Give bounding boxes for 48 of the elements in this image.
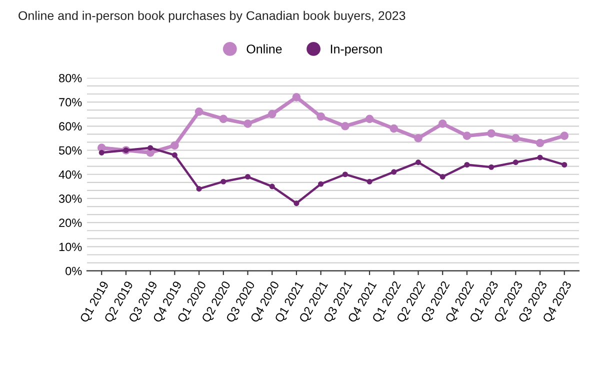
point bbox=[148, 145, 154, 151]
point bbox=[294, 200, 300, 206]
point bbox=[219, 114, 228, 124]
point bbox=[244, 120, 252, 128]
point bbox=[318, 181, 324, 187]
point bbox=[562, 162, 568, 168]
y-tick-label: 60% bbox=[59, 122, 82, 131]
y-tick-label: 70% bbox=[59, 98, 82, 106]
y-tick-label: 80% bbox=[59, 74, 82, 82]
point bbox=[196, 186, 202, 192]
point bbox=[269, 184, 275, 190]
point bbox=[172, 152, 178, 158]
point bbox=[488, 164, 494, 170]
point bbox=[366, 178, 372, 184]
point bbox=[536, 138, 544, 148]
point bbox=[170, 141, 179, 150]
legend-label: Online bbox=[246, 44, 282, 54]
chart-title: Online and in-person book purchases by Canadian book buyers, 2023 bbox=[18, 10, 406, 23]
point bbox=[560, 132, 569, 140]
legend-label: In-person bbox=[330, 44, 382, 56]
point bbox=[464, 162, 470, 168]
point bbox=[414, 134, 422, 142]
point bbox=[487, 129, 496, 138]
point bbox=[244, 174, 251, 180]
point bbox=[438, 120, 447, 128]
point bbox=[512, 160, 518, 166]
y-tick-label: 20% bbox=[59, 218, 82, 227]
point bbox=[220, 178, 226, 184]
point bbox=[391, 169, 397, 175]
point bbox=[98, 150, 104, 156]
point bbox=[194, 108, 204, 116]
point bbox=[390, 124, 398, 133]
point bbox=[537, 154, 543, 160]
point bbox=[268, 110, 276, 118]
point bbox=[342, 172, 348, 178]
point bbox=[440, 174, 446, 180]
point bbox=[341, 122, 350, 130]
point bbox=[462, 132, 472, 140]
y-tick-label: 50% bbox=[58, 146, 82, 155]
y-tick-label: 40% bbox=[58, 170, 82, 179]
point bbox=[292, 93, 301, 102]
point bbox=[512, 134, 520, 142]
y-tick-label: 0% bbox=[66, 266, 82, 276]
point bbox=[316, 112, 325, 121]
point bbox=[415, 160, 422, 166]
y-tick-label: 10% bbox=[59, 242, 82, 252]
point bbox=[365, 114, 374, 124]
y-tick-label: 30% bbox=[58, 194, 82, 203]
